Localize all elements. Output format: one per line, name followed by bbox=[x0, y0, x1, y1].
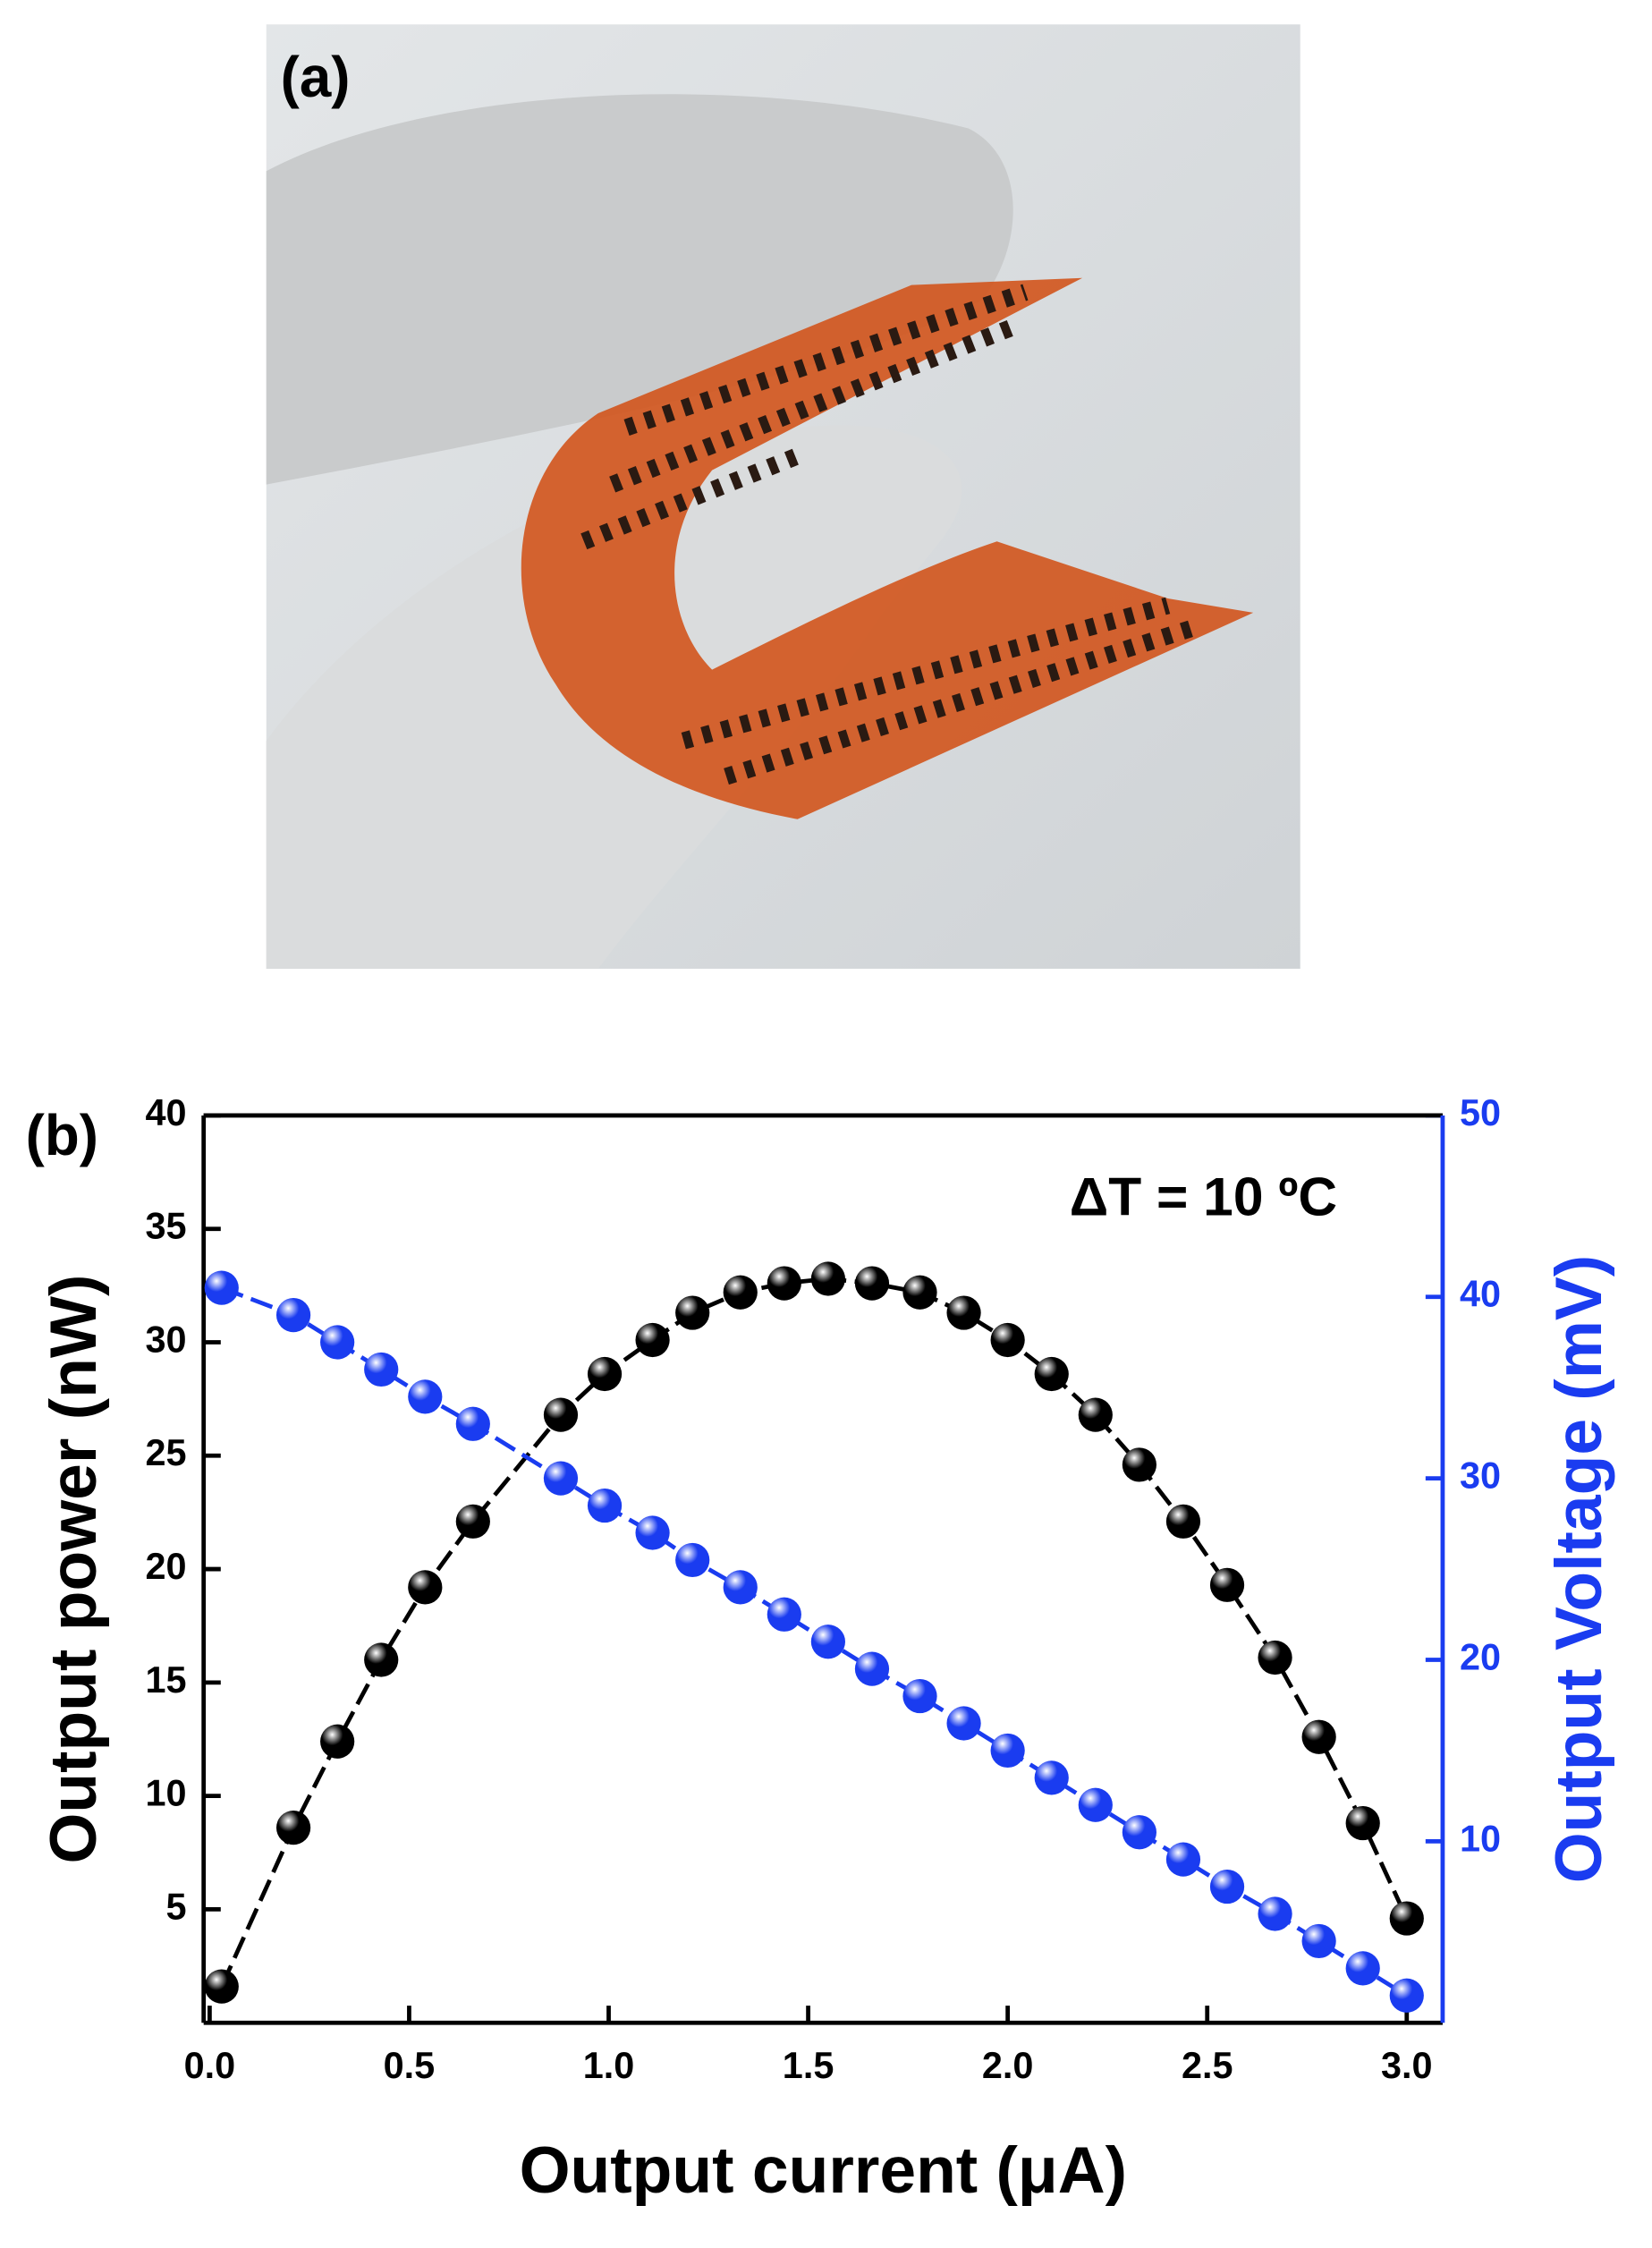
data-point bbox=[1345, 1951, 1380, 1986]
data-point bbox=[1258, 1640, 1292, 1675]
y2-tick-label: 50 bbox=[1460, 1092, 1501, 1133]
data-point bbox=[946, 1295, 981, 1330]
data-point bbox=[408, 1570, 443, 1605]
data-point bbox=[543, 1397, 579, 1432]
photo: (a) bbox=[266, 24, 1300, 969]
data-point bbox=[767, 1266, 801, 1301]
y2-tick-label: 20 bbox=[1460, 1636, 1501, 1677]
y-tick-label: 15 bbox=[146, 1659, 187, 1701]
data-point bbox=[990, 1322, 1025, 1358]
y-tick-label: 35 bbox=[146, 1206, 187, 1247]
data-point bbox=[204, 1969, 239, 2004]
data-point bbox=[1301, 1923, 1336, 1959]
data-point bbox=[1165, 1842, 1201, 1877]
glove-top bbox=[266, 94, 1013, 485]
data-point bbox=[1301, 1719, 1336, 1754]
data-point bbox=[810, 1624, 845, 1659]
y2-tick-label: 30 bbox=[1460, 1455, 1501, 1497]
data-point bbox=[1078, 1787, 1113, 1822]
data-point bbox=[854, 1266, 890, 1301]
x-tick-label: 1.0 bbox=[583, 2045, 635, 2086]
annotation: ΔT = 10 ºC bbox=[1070, 1166, 1337, 1226]
data-point bbox=[723, 1275, 758, 1310]
data-point bbox=[1078, 1397, 1113, 1432]
panel-label: (a) bbox=[281, 46, 351, 109]
data-point bbox=[320, 1724, 355, 1759]
data-point bbox=[902, 1275, 937, 1310]
data-point bbox=[587, 1356, 623, 1392]
y-tick-label: 25 bbox=[146, 1432, 187, 1473]
data-point bbox=[946, 1706, 981, 1741]
data-point bbox=[1165, 1504, 1201, 1539]
data-point bbox=[810, 1261, 845, 1296]
data-point bbox=[635, 1322, 670, 1358]
x-axis-label: Output current (μA) bbox=[520, 2133, 1127, 2207]
data-point bbox=[204, 1270, 239, 1305]
y2-axis-label: Output Voltage (mV) bbox=[1542, 1255, 1615, 1883]
data-point bbox=[364, 1642, 399, 1677]
data-point bbox=[675, 1542, 710, 1578]
x-tick-label: 2.5 bbox=[1182, 2045, 1233, 2086]
data-point bbox=[543, 1461, 579, 1496]
x-tick-label: 3.0 bbox=[1381, 2045, 1433, 2086]
data-point bbox=[1122, 1447, 1156, 1482]
y-tick-label: 40 bbox=[146, 1092, 187, 1133]
y-axis-label: Output power (nW) bbox=[37, 1275, 110, 1864]
data-point bbox=[990, 1733, 1025, 1769]
y2-tick-label: 40 bbox=[1460, 1274, 1501, 1315]
data-point bbox=[364, 1352, 399, 1387]
y-tick-label: 10 bbox=[146, 1773, 187, 1814]
flexible-device bbox=[521, 277, 1254, 819]
data-point bbox=[455, 1406, 490, 1441]
data-point bbox=[408, 1379, 443, 1414]
data-point bbox=[1209, 1869, 1245, 1904]
y2-tick-label: 10 bbox=[1460, 1818, 1501, 1859]
x-tick-label: 0.0 bbox=[184, 2045, 236, 2086]
data-point bbox=[1389, 1901, 1424, 1936]
data-point bbox=[1122, 1815, 1156, 1850]
data-point bbox=[1034, 1760, 1069, 1795]
x-tick-label: 2.0 bbox=[982, 2045, 1034, 2086]
data-point bbox=[902, 1678, 937, 1714]
data-point bbox=[1034, 1356, 1069, 1392]
chart: 0.0 0.5 1.0 1.5 2.0 2.5 3.0 5 10 15 20 25 30 35 40 10 20… bbox=[26, 1092, 1615, 2207]
data-point bbox=[455, 1504, 490, 1539]
data-point bbox=[1209, 1567, 1245, 1602]
y-tick-label: 30 bbox=[146, 1319, 187, 1360]
y-tick-label: 20 bbox=[146, 1546, 187, 1587]
data-point bbox=[275, 1811, 311, 1845]
data-point bbox=[275, 1297, 311, 1333]
data-point bbox=[1258, 1896, 1292, 1931]
x-tick-label: 0.5 bbox=[384, 2045, 436, 2086]
data-point bbox=[587, 1488, 623, 1523]
panel-label: (b) bbox=[26, 1104, 98, 1167]
data-point bbox=[1389, 1978, 1424, 2013]
data-point bbox=[320, 1325, 355, 1360]
data-point bbox=[1345, 1805, 1380, 1841]
data-point bbox=[635, 1515, 670, 1550]
x-tick-label: 1.5 bbox=[783, 2045, 834, 2086]
data-point bbox=[675, 1295, 710, 1330]
data-point bbox=[767, 1597, 801, 1632]
data-point bbox=[723, 1570, 758, 1605]
data-point bbox=[854, 1651, 890, 1686]
y-tick-label: 5 bbox=[166, 1886, 187, 1927]
